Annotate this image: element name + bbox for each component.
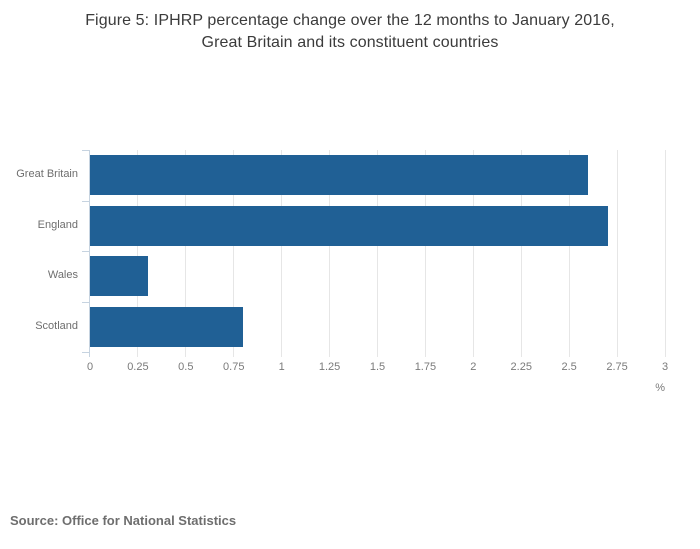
x-tick-label: 1.25 [318,361,341,373]
bar-england[interactable] [90,205,608,246]
x-tick-label: 0 [86,361,94,373]
y-axis-tick [82,150,89,151]
bar-scotland[interactable] [90,306,244,347]
y-axis-tick [82,301,89,303]
bar-wales[interactable] [90,256,148,297]
source-note: Source: Office for National Statistics [10,513,237,528]
chart-title: Figure 5: IPHRP percentage change over t… [0,10,700,54]
x-tick-label: 1.75 [414,361,437,373]
x-tick-label: 2 [470,361,477,373]
gridline [424,150,426,357]
gridline [281,150,283,357]
y-axis-line [89,150,90,357]
gridline [664,150,666,357]
y-axis-tick [82,251,89,252]
gridline [616,150,618,357]
chart-title-line2: Great Britain and its constituent countr… [201,34,499,51]
gridline [568,150,570,357]
gridline [520,150,522,357]
x-tick-label: 2.75 [606,361,628,373]
x-tick-label: 0.5 [178,361,194,373]
x-tick-label: 0.25 [127,361,149,373]
gridline [137,150,139,357]
x-tick-label: 3 [661,361,669,373]
x-tick-label: 2.25 [510,361,532,373]
x-tick-label: 0.75 [223,361,245,373]
y-category-label: Wales [47,269,78,282]
gridline [329,150,331,357]
chart-title-line1: Figure 5: IPHRP percentage change over t… [85,12,615,29]
bar-great-britain[interactable] [90,155,589,196]
y-category-label: England [37,218,78,231]
gridline [472,150,474,357]
x-tick-label: 1.5 [369,361,386,373]
y-category-label: Scotland [35,319,78,332]
y-axis-tick [82,352,89,353]
gridline [185,150,187,357]
x-tick-label: 1 [278,361,285,373]
y-category-label: Great Britain [16,168,78,181]
y-axis-tick [82,200,89,202]
gridline [377,150,378,357]
x-tick-label: 2.5 [561,361,577,373]
x-axis-unit-label: % [655,382,665,394]
gridline [233,150,235,357]
